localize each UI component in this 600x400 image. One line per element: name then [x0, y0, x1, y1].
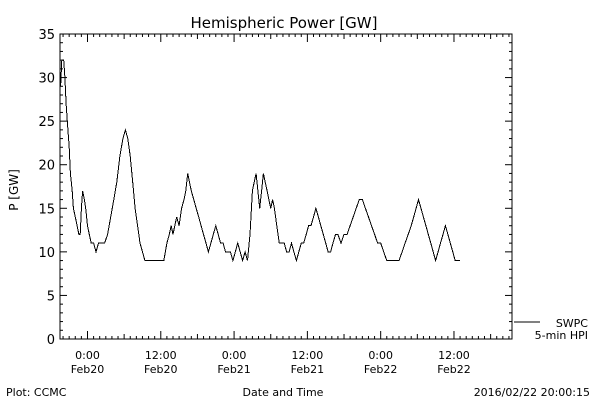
x-tick-date-label: Feb22: [437, 363, 470, 376]
x-tick-date-label: Feb21: [291, 363, 324, 376]
series-line-5min-hpi: [60, 59, 461, 263]
timestamp: 2016/02/22 20:00:15: [474, 386, 590, 399]
plot-credit: Plot: CCMC: [6, 386, 67, 399]
x-tick-time-label: 0:00: [75, 349, 100, 362]
legend-entry: 5-min HPI: [535, 329, 588, 342]
y-tick-label: 30: [38, 72, 55, 87]
x-tick-time-label: 0:00: [368, 349, 393, 362]
y-tick-label: 25: [38, 115, 55, 130]
plot-frame: [59, 33, 513, 340]
chart-title: Hemispheric Power [GW]: [191, 14, 378, 32]
x-tick-time-label: 12:00: [292, 349, 324, 362]
x-axis: 0:00Feb2012:00Feb200:00Feb2112:00Feb210:…: [62, 34, 510, 376]
y-axis: 0 5 10 15 20 25 30 35: [38, 28, 512, 348]
y-tick-label: 35: [38, 28, 55, 43]
x-tick-time-label: 12:00: [145, 349, 177, 362]
x-axis-label: Date and Time: [243, 386, 324, 399]
legend: SWPC 5-min HPI: [514, 317, 588, 342]
y-tick-label: 20: [38, 159, 55, 174]
y-tick-label: 5: [47, 289, 55, 304]
legend-source: SWPC: [556, 317, 588, 330]
x-tick-date-label: Feb20: [71, 363, 104, 376]
y-tick-label: 15: [38, 202, 55, 217]
series-layer: [60, 59, 461, 263]
x-tick-date-label: Feb22: [364, 363, 397, 376]
x-tick-date-label: Feb20: [144, 363, 177, 376]
y-tick-label: 10: [38, 246, 55, 261]
x-tick-time-label: 12:00: [438, 349, 470, 362]
x-tick-date-label: Feb21: [217, 363, 250, 376]
y-tick-label: 0: [47, 333, 55, 348]
x-tick-time-label: 0:00: [222, 349, 247, 362]
y-axis-label: P [GW]: [7, 169, 21, 211]
